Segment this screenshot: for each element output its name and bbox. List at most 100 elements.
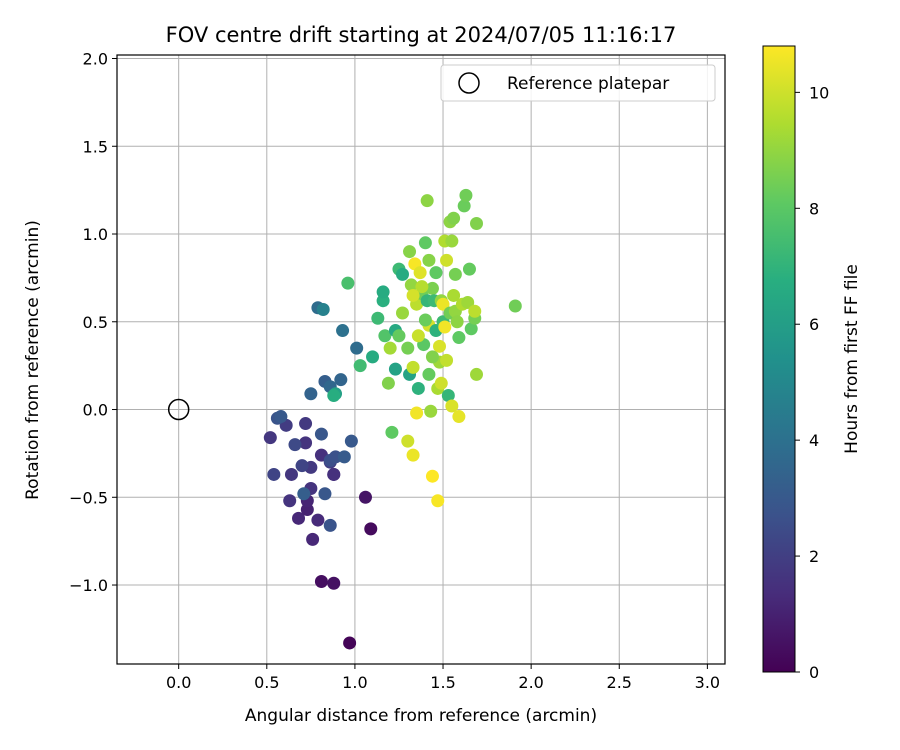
y-axis-label: Rotation from reference (arcmin) — [23, 220, 43, 500]
x-axis-ticks: 0.0 0.5 1.0 1.5 2.0 2.5 3.0 — [166, 664, 720, 692]
data-point — [364, 522, 378, 536]
data-point — [341, 276, 355, 290]
data-point — [425, 350, 439, 364]
data-point — [461, 295, 475, 309]
data-point — [385, 425, 399, 439]
data-point — [424, 404, 438, 418]
data-point — [392, 329, 406, 343]
x-tick-label: 0.5 — [254, 673, 279, 692]
y-tick-label: 0.5 — [83, 313, 108, 332]
data-point — [336, 324, 350, 338]
data-point — [406, 360, 420, 374]
data-point — [459, 188, 473, 202]
data-point — [401, 434, 415, 448]
data-point — [508, 299, 522, 313]
x-tick-label: 2.5 — [607, 673, 632, 692]
data-point — [425, 281, 439, 295]
data-point — [263, 431, 277, 445]
colorbar-tick-label: 10 — [809, 83, 829, 102]
colorbar-label: Hours from first FF file — [842, 264, 862, 454]
colorbar: 0 2 4 6 8 10 Hours from first FF file — [762, 45, 862, 682]
data-point — [314, 427, 328, 441]
colorbar-tick-label: 4 — [809, 431, 819, 450]
data-point — [429, 266, 443, 280]
data-point — [383, 341, 397, 355]
data-point — [295, 459, 309, 473]
data-point — [284, 467, 298, 481]
reference-marker — [167, 398, 190, 421]
data-point — [450, 315, 464, 329]
data-point — [464, 322, 478, 336]
data-point — [410, 406, 424, 420]
data-point — [297, 487, 311, 501]
chart-title: FOV centre drift starting at 2024/07/05 … — [166, 23, 677, 47]
y-tick-label: 1.0 — [83, 225, 108, 244]
data-point — [452, 410, 466, 424]
data-point — [306, 532, 320, 546]
legend-entry-label: Reference platepar — [507, 74, 669, 94]
data-point — [411, 329, 425, 343]
data-point — [376, 285, 390, 299]
data-point — [418, 313, 432, 327]
data-point — [334, 373, 348, 387]
data-point — [418, 236, 432, 250]
data-point — [440, 353, 454, 367]
x-tick-label: 3.0 — [695, 673, 720, 692]
data-point — [388, 362, 402, 376]
data-point — [274, 410, 288, 424]
grid-lines — [117, 55, 725, 664]
data-point — [337, 450, 351, 464]
data-point — [433, 339, 447, 353]
data-point — [292, 511, 306, 525]
data-point — [411, 381, 425, 395]
data-point — [438, 320, 452, 334]
x-axis-label: Angular distance from reference (arcmin) — [245, 706, 597, 726]
data-point — [403, 245, 417, 259]
data-point — [441, 388, 455, 402]
y-tick-label: 0.0 — [83, 401, 108, 420]
data-point — [299, 417, 313, 431]
colorbar-ticks: 0 2 4 6 8 10 — [795, 83, 829, 682]
data-point — [343, 636, 357, 650]
data-point — [406, 288, 420, 302]
data-point — [323, 518, 337, 532]
data-point — [413, 266, 427, 280]
data-point — [358, 490, 372, 504]
data-point — [350, 341, 364, 355]
data-point — [422, 253, 436, 267]
data-point — [318, 487, 332, 501]
data-point — [283, 494, 297, 508]
data-point — [304, 387, 318, 401]
y-tick-label: −1.0 — [69, 576, 108, 595]
colorbar-gradient — [762, 45, 796, 673]
data-point — [447, 288, 461, 302]
data-point — [445, 234, 459, 248]
data-point — [448, 267, 462, 281]
data-point — [447, 211, 461, 225]
x-tick-label: 2.0 — [518, 673, 543, 692]
legend-marker — [458, 72, 480, 94]
data-point — [420, 194, 434, 208]
data-point — [440, 253, 454, 267]
data-point — [378, 329, 392, 343]
data-point — [470, 216, 484, 230]
data-point — [395, 306, 409, 320]
y-axis-ticks: −1.0 −0.5 0.0 0.5 1.0 1.5 2.0 — [69, 50, 117, 595]
data-point — [431, 494, 445, 508]
data-point — [436, 297, 450, 311]
data-point — [452, 331, 466, 345]
x-tick-label: 1.0 — [342, 673, 367, 692]
colorbar-tick-label: 0 — [809, 663, 819, 682]
data-point — [327, 576, 341, 590]
colorbar-tick-label: 2 — [809, 547, 819, 566]
data-point — [314, 575, 328, 589]
y-tick-label: −0.5 — [69, 488, 108, 507]
plot-area-frame — [116, 54, 726, 665]
x-tick-label: 0.0 — [166, 673, 191, 692]
data-point — [267, 467, 281, 481]
data-point — [406, 448, 420, 462]
data-point — [445, 399, 459, 413]
data-point — [425, 469, 439, 483]
data-point — [422, 367, 436, 381]
data-point — [462, 262, 476, 276]
